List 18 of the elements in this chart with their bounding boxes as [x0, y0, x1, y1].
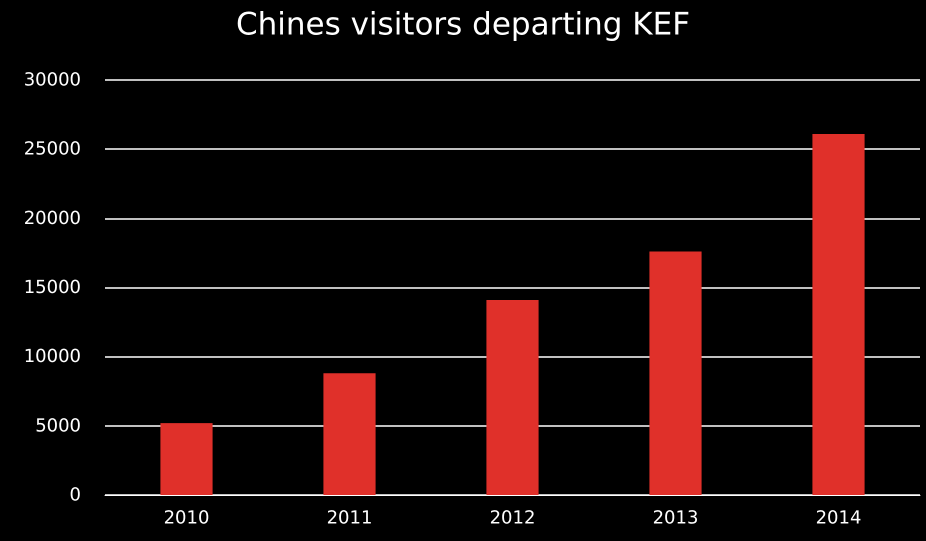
x-tick-label: 2014	[816, 508, 862, 528]
y-tick-label: 30000	[24, 70, 81, 90]
y-tick-label: 0	[70, 484, 81, 506]
x-tick-label: 2012	[490, 508, 536, 528]
y-tick-label: 5000	[35, 415, 81, 436]
y-tick-label: 10000	[24, 346, 81, 368]
bar	[323, 373, 376, 495]
x-tick-label: 2011	[326, 508, 372, 528]
chart-title: Chines visitors departing KEF	[236, 6, 690, 42]
bar	[812, 134, 865, 495]
bar	[486, 300, 539, 495]
y-tick-label: 15000	[24, 277, 81, 298]
x-tick-label: 2013	[652, 508, 698, 528]
y-tick-label: 25000	[24, 138, 81, 160]
bar	[160, 423, 213, 495]
y-tick-label: 20000	[24, 208, 81, 229]
x-tick-label: 2010	[164, 508, 210, 528]
bar	[649, 252, 702, 495]
